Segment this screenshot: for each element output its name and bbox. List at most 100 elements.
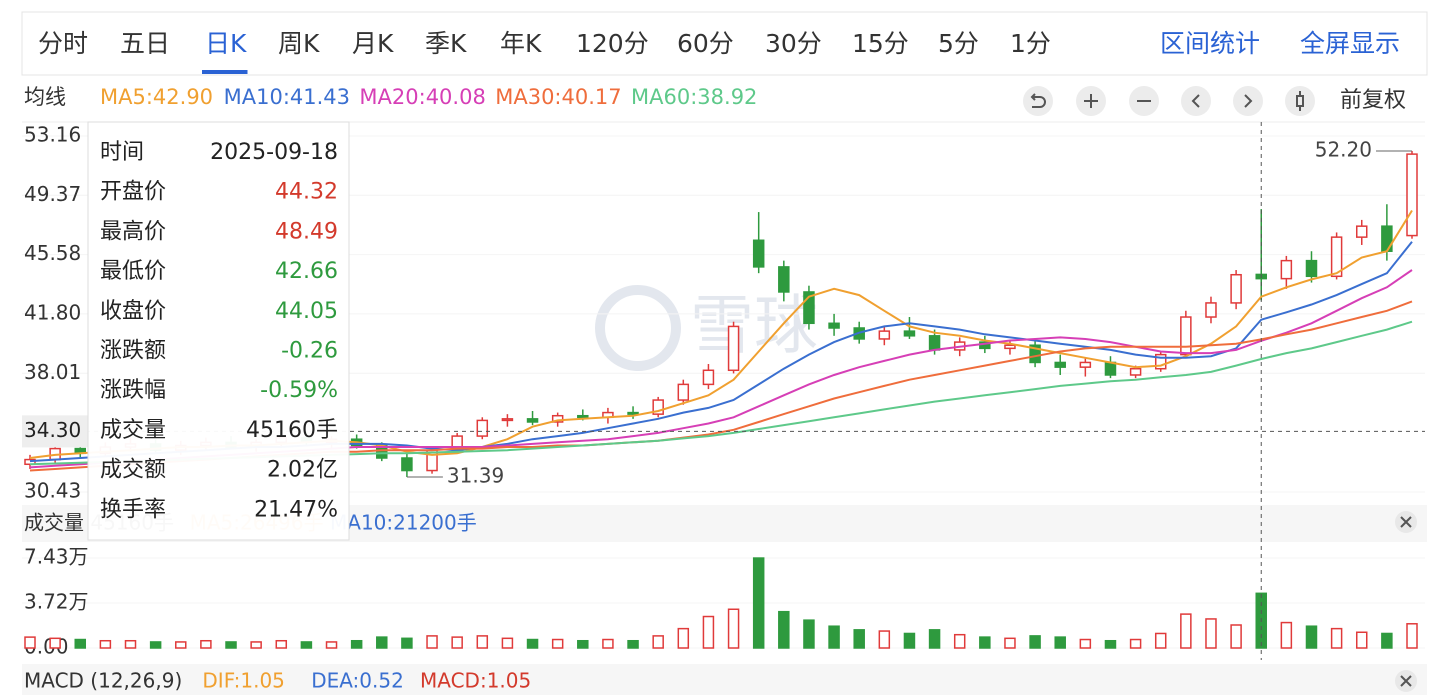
candle-style-button[interactable] <box>1285 86 1315 116</box>
tooltip-value: 2.02亿 <box>267 458 338 483</box>
tab[interactable]: 15分 <box>852 29 909 58</box>
candle-body <box>928 335 941 351</box>
tab[interactable]: 120分 <box>576 29 649 58</box>
candle-icon <box>1296 91 1304 111</box>
candle-body <box>501 418 514 422</box>
tab[interactable]: 5分 <box>938 29 979 58</box>
volume-bar <box>175 641 187 649</box>
macd-header: MACD (12,26,9) DIF:1.05 DEA:0.52 MACD:1.05 <box>24 669 531 693</box>
candle-body <box>677 383 690 401</box>
tooltip-label: 收盘价 <box>100 299 166 324</box>
tooltip-value: 48.49 <box>275 219 338 244</box>
adjust-label[interactable]: 前复权 <box>1340 88 1406 113</box>
y-tick-label: 45.58 <box>24 241 81 265</box>
volume-bar <box>677 627 690 649</box>
volume-bar <box>702 615 715 649</box>
tab[interactable]: 季K <box>425 29 467 58</box>
volume-bar <box>1280 621 1293 649</box>
y-tick-label: 41.80 <box>24 300 81 324</box>
volume-bar <box>627 639 639 649</box>
tab[interactable]: 月K <box>352 29 394 58</box>
volume-bar <box>602 638 614 649</box>
left-button[interactable] <box>1181 86 1211 116</box>
y-tick-label: 3.72万 <box>24 589 89 613</box>
volume-bar <box>1381 632 1393 649</box>
candle-body <box>1205 302 1217 318</box>
ma-legend-item: MA60:38.92 <box>631 85 757 109</box>
action-button[interactable]: 区间统计 <box>1160 29 1260 58</box>
ma-legend-item: MA20:40.08 <box>359 85 485 109</box>
tab[interactable]: 五日 <box>120 29 170 58</box>
crosshair-label: 34.30 <box>24 418 81 442</box>
pane-header-item: MA10:21200手 <box>330 511 477 535</box>
ma-legend-item: MA10:41.43 <box>224 85 350 109</box>
pane-header-item: MACD (12,26,9) <box>24 669 182 693</box>
volume-bar <box>1154 632 1167 649</box>
ma-legend-item: MA30:40.17 <box>495 85 621 109</box>
candle-body <box>526 418 539 423</box>
candle-body <box>1004 344 1016 350</box>
close-volume[interactable] <box>1395 511 1417 533</box>
tooltip-label: 时间 <box>100 140 144 165</box>
action-button[interactable]: 全屏显示 <box>1300 29 1400 58</box>
toolbar <box>21 11 1428 76</box>
volume-bar <box>803 619 815 649</box>
tab[interactable]: 日K <box>205 29 247 58</box>
candle-body <box>752 239 765 268</box>
volume-bar <box>853 629 865 649</box>
control-icons <box>1030 91 1304 111</box>
volume-bar <box>1205 618 1217 649</box>
tab[interactable]: 周K <box>278 29 320 58</box>
y-tick-label: 53.16 <box>24 122 81 146</box>
candle-body <box>1406 153 1418 237</box>
volume-bar <box>1029 635 1041 649</box>
candle-body <box>803 291 815 325</box>
candle-body <box>1305 259 1318 278</box>
tab-underline <box>202 70 248 74</box>
candle-body <box>551 414 564 423</box>
volume-bar <box>778 610 790 649</box>
volume-bar <box>953 633 966 649</box>
tooltip-value: 45160手 <box>246 418 338 443</box>
volume-bar <box>652 635 664 649</box>
tooltip-value: 44.32 <box>275 180 338 205</box>
volume-bar <box>526 638 539 649</box>
undo-icon <box>1030 93 1046 108</box>
y-tick-label: 30.43 <box>24 478 81 502</box>
volume-bar <box>878 630 891 649</box>
volume-bar <box>1129 638 1142 649</box>
tooltip-label: 涨跌额 <box>100 339 166 364</box>
right-button[interactable] <box>1233 86 1263 116</box>
candle-body <box>1280 259 1293 280</box>
pane-header-item: MACD:1.05 <box>420 669 531 693</box>
tab[interactable]: 分时 <box>38 29 88 58</box>
tab[interactable]: 60分 <box>677 29 734 58</box>
volume-bar <box>1406 623 1418 649</box>
tooltip-label: 最低价 <box>100 259 166 284</box>
tooltip-value: -0.26 <box>281 339 338 364</box>
volume-bar <box>1054 636 1066 649</box>
candle-body <box>1054 361 1066 368</box>
tab[interactable]: 年K <box>500 29 542 58</box>
candle-body <box>702 369 715 386</box>
tooltip-value: -0.59% <box>260 378 338 403</box>
candle-body <box>476 419 489 437</box>
undo-button[interactable] <box>1023 86 1053 116</box>
volume-bar <box>1104 639 1117 649</box>
tooltip-label: 成交量 <box>100 418 166 443</box>
volume-bar <box>350 639 363 649</box>
volume-bar <box>476 635 489 649</box>
volume-bar <box>928 629 941 649</box>
close-macd[interactable] <box>1395 670 1417 692</box>
tab[interactable]: 30分 <box>765 29 822 58</box>
volume-bar <box>1355 631 1368 649</box>
crosshair-overlay: 34.30 时间 2025-09-18 开盘价 44.32 最高价 48.49 最低价 42.6… <box>22 121 1425 660</box>
volume-bar <box>451 636 463 649</box>
volume-bar <box>903 632 916 649</box>
tab[interactable]: 1分 <box>1010 29 1051 58</box>
candle-body <box>577 414 589 419</box>
macd-header-bar <box>22 664 1427 695</box>
volume-bar <box>225 641 237 649</box>
volume-bar <box>250 641 262 649</box>
